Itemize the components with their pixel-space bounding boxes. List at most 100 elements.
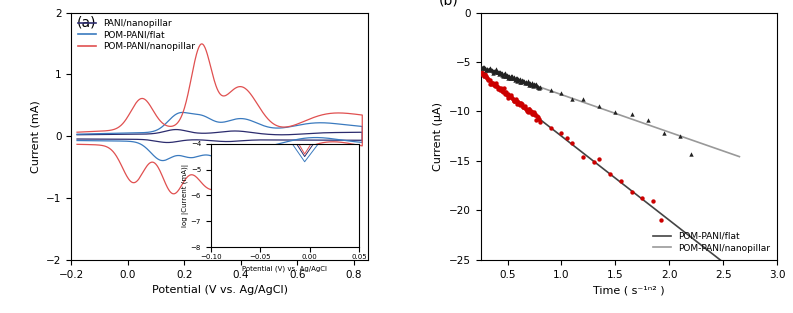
Point	[609, 110, 622, 115]
Point	[489, 80, 502, 85]
Point	[484, 65, 496, 70]
Point	[493, 85, 506, 90]
Point	[517, 79, 530, 84]
Point	[485, 68, 498, 73]
Point	[504, 74, 517, 79]
Point	[476, 66, 488, 71]
Point	[481, 75, 494, 80]
Point	[544, 88, 557, 93]
Point	[524, 82, 537, 87]
Point	[524, 108, 537, 113]
Point	[488, 84, 501, 89]
Y-axis label: Current (mA): Current (mA)	[31, 100, 40, 172]
Point	[544, 126, 557, 131]
Point	[511, 100, 524, 105]
Point	[496, 88, 508, 93]
Point	[505, 94, 518, 99]
Point	[480, 74, 492, 79]
Legend: POM-PANI/flat, POM-PANI/nanopillar: POM-PANI/flat, POM-PANI/nanopillar	[650, 229, 772, 255]
Point	[529, 82, 542, 87]
Point	[510, 75, 523, 80]
Point	[481, 67, 494, 72]
Point	[498, 89, 511, 94]
Point	[486, 81, 499, 86]
Point	[523, 107, 536, 112]
Y-axis label: Current (μA): Current (μA)	[433, 102, 443, 171]
Point	[482, 77, 495, 82]
Point	[474, 64, 487, 69]
Point	[528, 113, 541, 118]
Point	[518, 104, 531, 109]
Point	[488, 69, 500, 74]
X-axis label: Time ( s⁻¹ⁿ² ): Time ( s⁻¹ⁿ² )	[593, 285, 665, 295]
Point	[525, 81, 538, 86]
Point	[532, 85, 545, 90]
Point	[625, 111, 638, 116]
Point	[485, 80, 498, 85]
Point	[515, 80, 527, 85]
Point	[495, 70, 508, 75]
Point	[507, 76, 519, 81]
Point	[491, 83, 504, 88]
Point	[515, 78, 528, 83]
Point	[509, 98, 522, 103]
Point	[490, 83, 503, 88]
Point	[566, 96, 579, 101]
Point	[492, 70, 504, 75]
Point	[516, 78, 529, 83]
Point	[483, 77, 496, 82]
Point	[480, 67, 492, 72]
Point	[522, 109, 534, 114]
Point	[657, 131, 670, 136]
Point	[527, 110, 540, 115]
Point	[533, 85, 546, 90]
Point	[478, 74, 491, 79]
Point	[519, 104, 531, 109]
Point	[477, 64, 489, 69]
Point	[511, 78, 523, 83]
Point	[506, 73, 519, 78]
Point	[492, 86, 504, 91]
Point	[505, 75, 518, 80]
Point	[475, 64, 488, 69]
Point	[684, 151, 697, 156]
Point	[496, 89, 509, 94]
Point	[514, 101, 527, 106]
Point	[516, 105, 529, 110]
Point	[530, 81, 542, 86]
Point	[511, 102, 523, 107]
Point	[512, 101, 525, 106]
Point	[523, 80, 535, 85]
Point	[476, 71, 488, 76]
Point	[491, 69, 504, 74]
Point	[529, 111, 542, 116]
Point	[500, 73, 512, 78]
Point	[508, 75, 521, 80]
Point	[510, 98, 523, 103]
Point	[519, 106, 532, 111]
Point	[488, 83, 500, 88]
Point	[492, 71, 505, 76]
Point	[485, 81, 497, 86]
Point	[531, 115, 544, 120]
Point	[518, 79, 531, 84]
Point	[482, 67, 495, 72]
Point	[674, 134, 687, 139]
Point	[523, 107, 535, 112]
Point	[477, 70, 489, 75]
Point	[555, 131, 568, 136]
Point	[593, 157, 606, 162]
Point	[509, 77, 522, 82]
Point	[526, 81, 538, 86]
Point	[504, 93, 516, 98]
Point	[493, 69, 506, 74]
Point	[490, 69, 503, 74]
Point	[528, 82, 541, 87]
Point	[477, 65, 490, 70]
Point	[479, 66, 492, 71]
Point	[481, 76, 493, 81]
Point	[520, 107, 533, 112]
Point	[534, 120, 546, 125]
Point	[566, 140, 579, 145]
Point	[519, 80, 531, 85]
